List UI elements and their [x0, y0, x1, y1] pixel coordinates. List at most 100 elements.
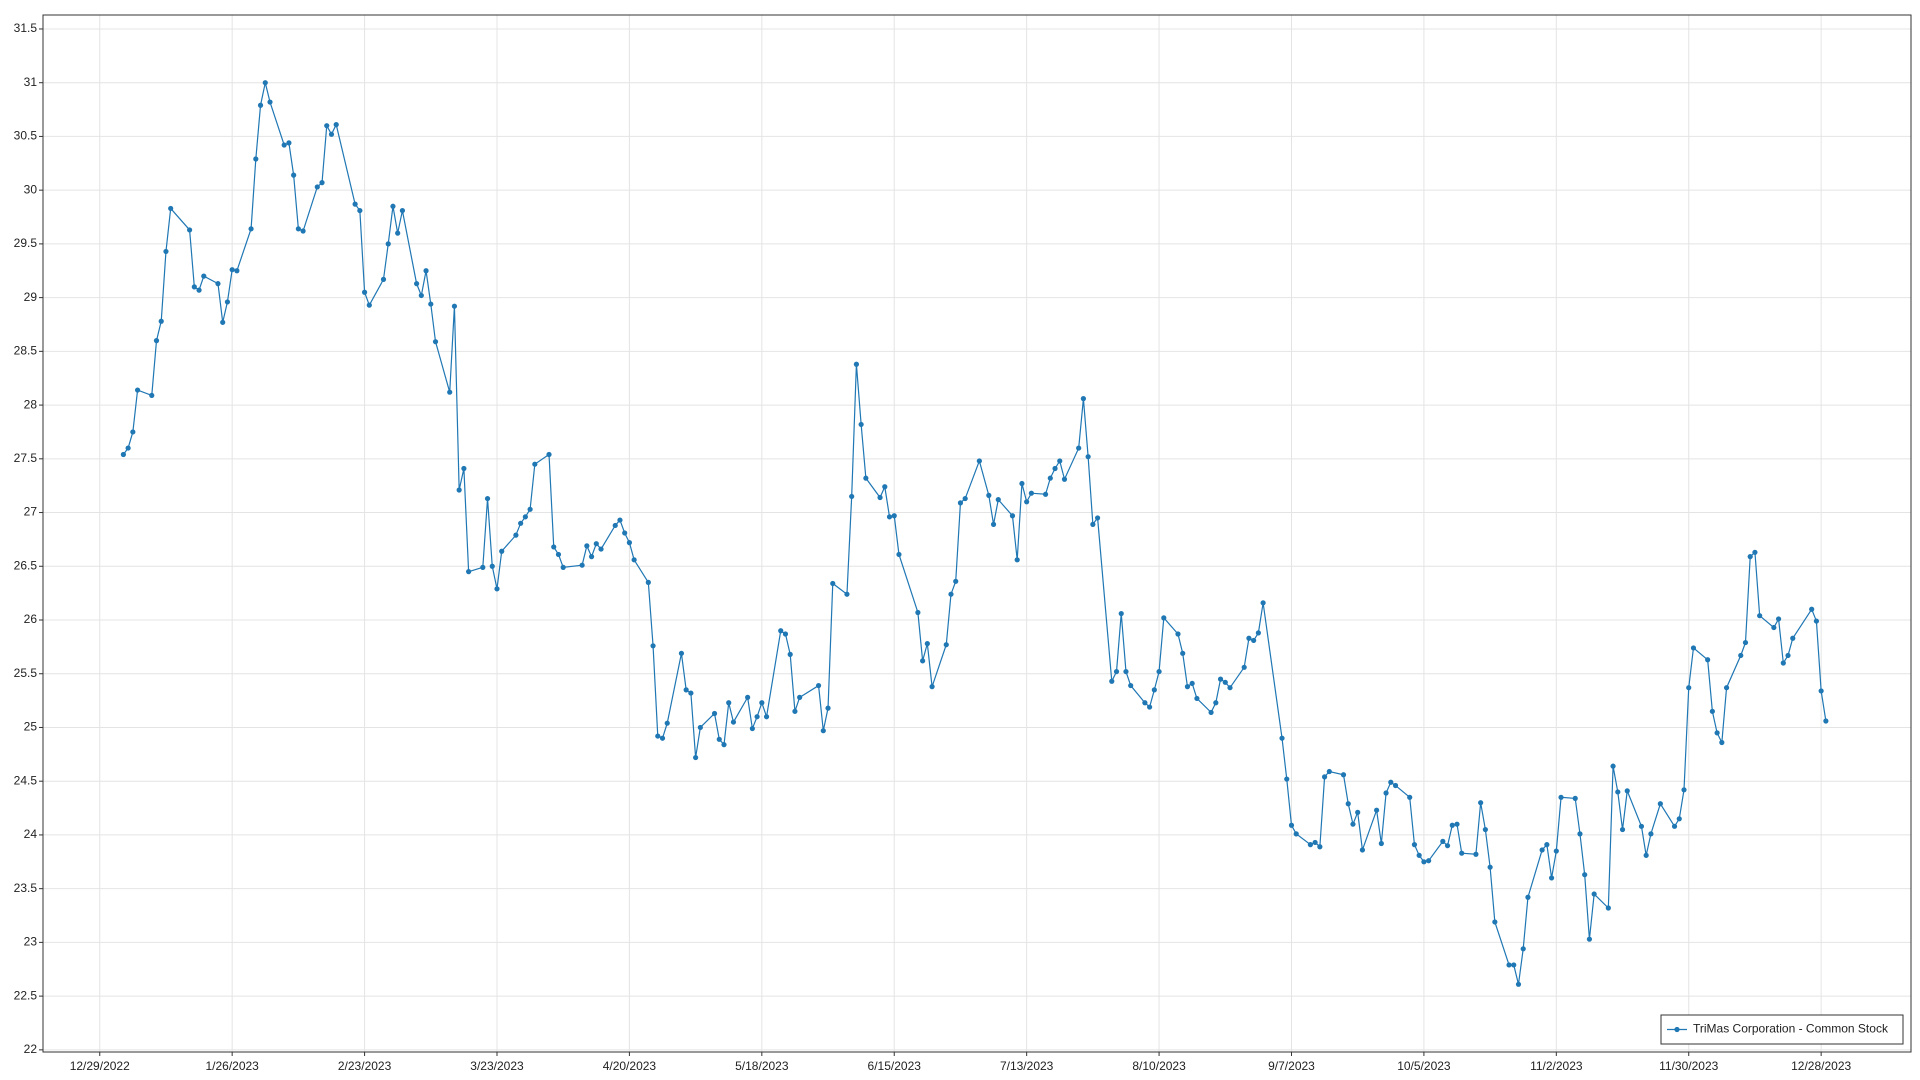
legend: TriMas Corporation - Common Stock: [1660, 1014, 1904, 1045]
y-tick-label: 31: [24, 75, 38, 89]
data-point: [1378, 840, 1384, 847]
data-point: [456, 487, 462, 493]
data-point: [792, 708, 798, 714]
data-point: [300, 228, 306, 234]
data-point: [1823, 718, 1829, 724]
x-tick-label: 8/10/2023: [1132, 1059, 1186, 1073]
data-point: [1340, 772, 1347, 778]
data-point: [1042, 491, 1049, 497]
data-point: [1321, 774, 1328, 780]
y-tick-label: 24.5: [14, 773, 38, 787]
data-point: [1213, 700, 1219, 706]
data-point: [815, 682, 822, 689]
data-point: [366, 302, 372, 308]
data-point: [380, 276, 387, 282]
data-point: [1586, 936, 1593, 942]
data-point: [262, 80, 268, 86]
data-point: [281, 142, 287, 148]
data-point: [1582, 872, 1588, 878]
data-point: [588, 554, 595, 560]
data-point: [1217, 676, 1224, 682]
data-point: [1028, 490, 1034, 496]
data-point: [711, 710, 718, 717]
data-point: [414, 281, 420, 287]
data-point: [1544, 842, 1550, 848]
data-point: [1605, 905, 1611, 911]
data-point: [986, 492, 992, 498]
data-point: [220, 319, 226, 325]
data-point: [1312, 839, 1318, 846]
data-point: [253, 156, 259, 162]
data-point: [1818, 688, 1824, 694]
data-point: [1317, 844, 1323, 850]
data-point: [1416, 852, 1422, 858]
data-point: [962, 495, 968, 502]
data-point: [745, 694, 751, 700]
y-tick-label: 27.5: [14, 451, 38, 465]
data-point: [948, 591, 954, 597]
data-point: [130, 429, 136, 435]
y-tick-label: 24: [24, 827, 38, 841]
data-point: [1194, 695, 1200, 702]
data-point: [1118, 610, 1124, 617]
data-point: [924, 641, 930, 647]
data-point: [693, 754, 699, 761]
data-point: [858, 421, 864, 428]
data-point: [1440, 838, 1446, 844]
data-point: [1109, 678, 1115, 684]
data-point: [224, 299, 231, 305]
data-point: [853, 361, 860, 367]
data-point: [1478, 800, 1484, 806]
data-point: [896, 551, 902, 558]
data-point: [361, 289, 368, 295]
x-tick-label: 9/7/2023: [1268, 1059, 1315, 1073]
axes: 22 22.5 23 23.5 24 24.5 25 25.5 26 26.5 27 27.5 28 28…: [14, 21, 1852, 1073]
y-tick-label: 25.5: [14, 666, 38, 680]
data-point: [1009, 513, 1016, 519]
data-point: [622, 530, 628, 536]
data-point: [650, 643, 656, 649]
data-point: [215, 281, 221, 287]
data-point: [1388, 779, 1394, 785]
data-point: [395, 230, 401, 236]
plot: [120, 80, 1829, 987]
data-point: [1094, 515, 1101, 521]
data-point: [428, 301, 434, 307]
x-tick-label: 7/13/2023: [1000, 1059, 1054, 1073]
data-point: [1487, 864, 1493, 870]
data-point: [1515, 981, 1522, 987]
y-tick-label: 28: [24, 397, 38, 411]
x-tick-label: 12/29/2022: [70, 1059, 130, 1073]
data-point: [1208, 709, 1214, 716]
data-point: [125, 445, 131, 451]
data-point: [1284, 776, 1290, 782]
data-point: [1610, 763, 1616, 769]
data-point: [418, 292, 424, 299]
data-point: [1279, 735, 1285, 741]
data-point: [1790, 635, 1796, 641]
data-point: [480, 564, 486, 570]
y-tick-label: 25: [24, 720, 38, 734]
data-point: [1350, 821, 1356, 827]
data-point: [787, 651, 793, 657]
data-point: [584, 543, 590, 549]
data-point: [882, 484, 888, 490]
data-point: [1473, 851, 1479, 857]
data-point: [257, 102, 264, 108]
data-point: [295, 226, 301, 232]
y-tick-label: 26: [24, 612, 38, 626]
data-point: [149, 392, 155, 399]
data-point: [631, 557, 637, 563]
y-tick-label: 26.5: [14, 558, 38, 572]
data-point: [286, 140, 292, 146]
data-point: [1747, 554, 1753, 560]
data-point: [319, 180, 325, 186]
data-point: [560, 564, 566, 570]
data-point: [1355, 809, 1361, 815]
data-point: [1061, 476, 1068, 482]
data-point: [187, 227, 193, 233]
data-point: [891, 513, 897, 519]
data-point: [579, 562, 585, 568]
data-point: [1723, 685, 1730, 691]
legend-box: [1660, 1014, 1904, 1045]
